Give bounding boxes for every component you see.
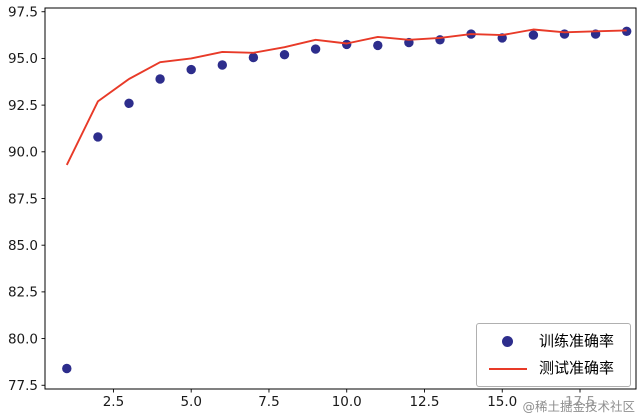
train-dot-marker-icon — [502, 336, 514, 347]
train-point — [62, 363, 72, 374]
x-tick-label: 12.5 — [409, 394, 439, 410]
train-point — [186, 64, 196, 75]
y-tick-label: 90.0 — [8, 145, 38, 161]
legend-handle-test — [488, 367, 527, 370]
train-point — [217, 60, 227, 70]
train-point — [155, 74, 165, 84]
legend-handle-train — [489, 336, 527, 347]
legend: 训练准确率 测试准确率 — [475, 323, 631, 387]
y-tick-label: 85.0 — [8, 238, 38, 254]
train-point — [528, 30, 539, 40]
train-point — [124, 98, 134, 109]
train-point — [435, 35, 445, 45]
test-accuracy-line — [65, 28, 627, 166]
train-point — [310, 44, 321, 54]
x-tick-label: 15.0 — [487, 394, 517, 410]
train-point — [279, 50, 290, 60]
x-tick-label: 10.0 — [332, 394, 362, 410]
watermark: @稀土掘金技术社区 — [520, 396, 637, 415]
y-tick-label: 95.0 — [8, 51, 38, 67]
y-tick-label: 77.5 — [8, 378, 38, 394]
y-tick-label: 82.5 — [8, 285, 38, 301]
train-point — [373, 40, 383, 51]
y-tick-label: 97.5 — [8, 5, 38, 21]
x-tick-label: 5.0 — [180, 394, 201, 410]
train-point — [93, 132, 103, 142]
x-tick-label: 2.5 — [103, 394, 124, 410]
legend-item-test: 测试准确率 — [488, 359, 614, 377]
test-line-marker-icon — [488, 367, 527, 370]
legend-label-test: 测试准确率 — [538, 359, 614, 377]
x-tick-label: 7.5 — [258, 394, 279, 410]
train-point — [248, 52, 259, 63]
y-tick-label: 92.5 — [8, 98, 38, 114]
train-point — [559, 29, 570, 39]
legend-label-train: 训练准确率 — [538, 332, 614, 350]
y-tick-label: 87.5 — [8, 191, 38, 207]
y-tick-label: 80.0 — [8, 331, 38, 347]
legend-item-train: 训练准确率 — [489, 334, 614, 349]
y-axis: 77.5 80.0 82.5 85.0 87.5 90.0 92.5 95.0 97.5 — [8, 5, 45, 394]
